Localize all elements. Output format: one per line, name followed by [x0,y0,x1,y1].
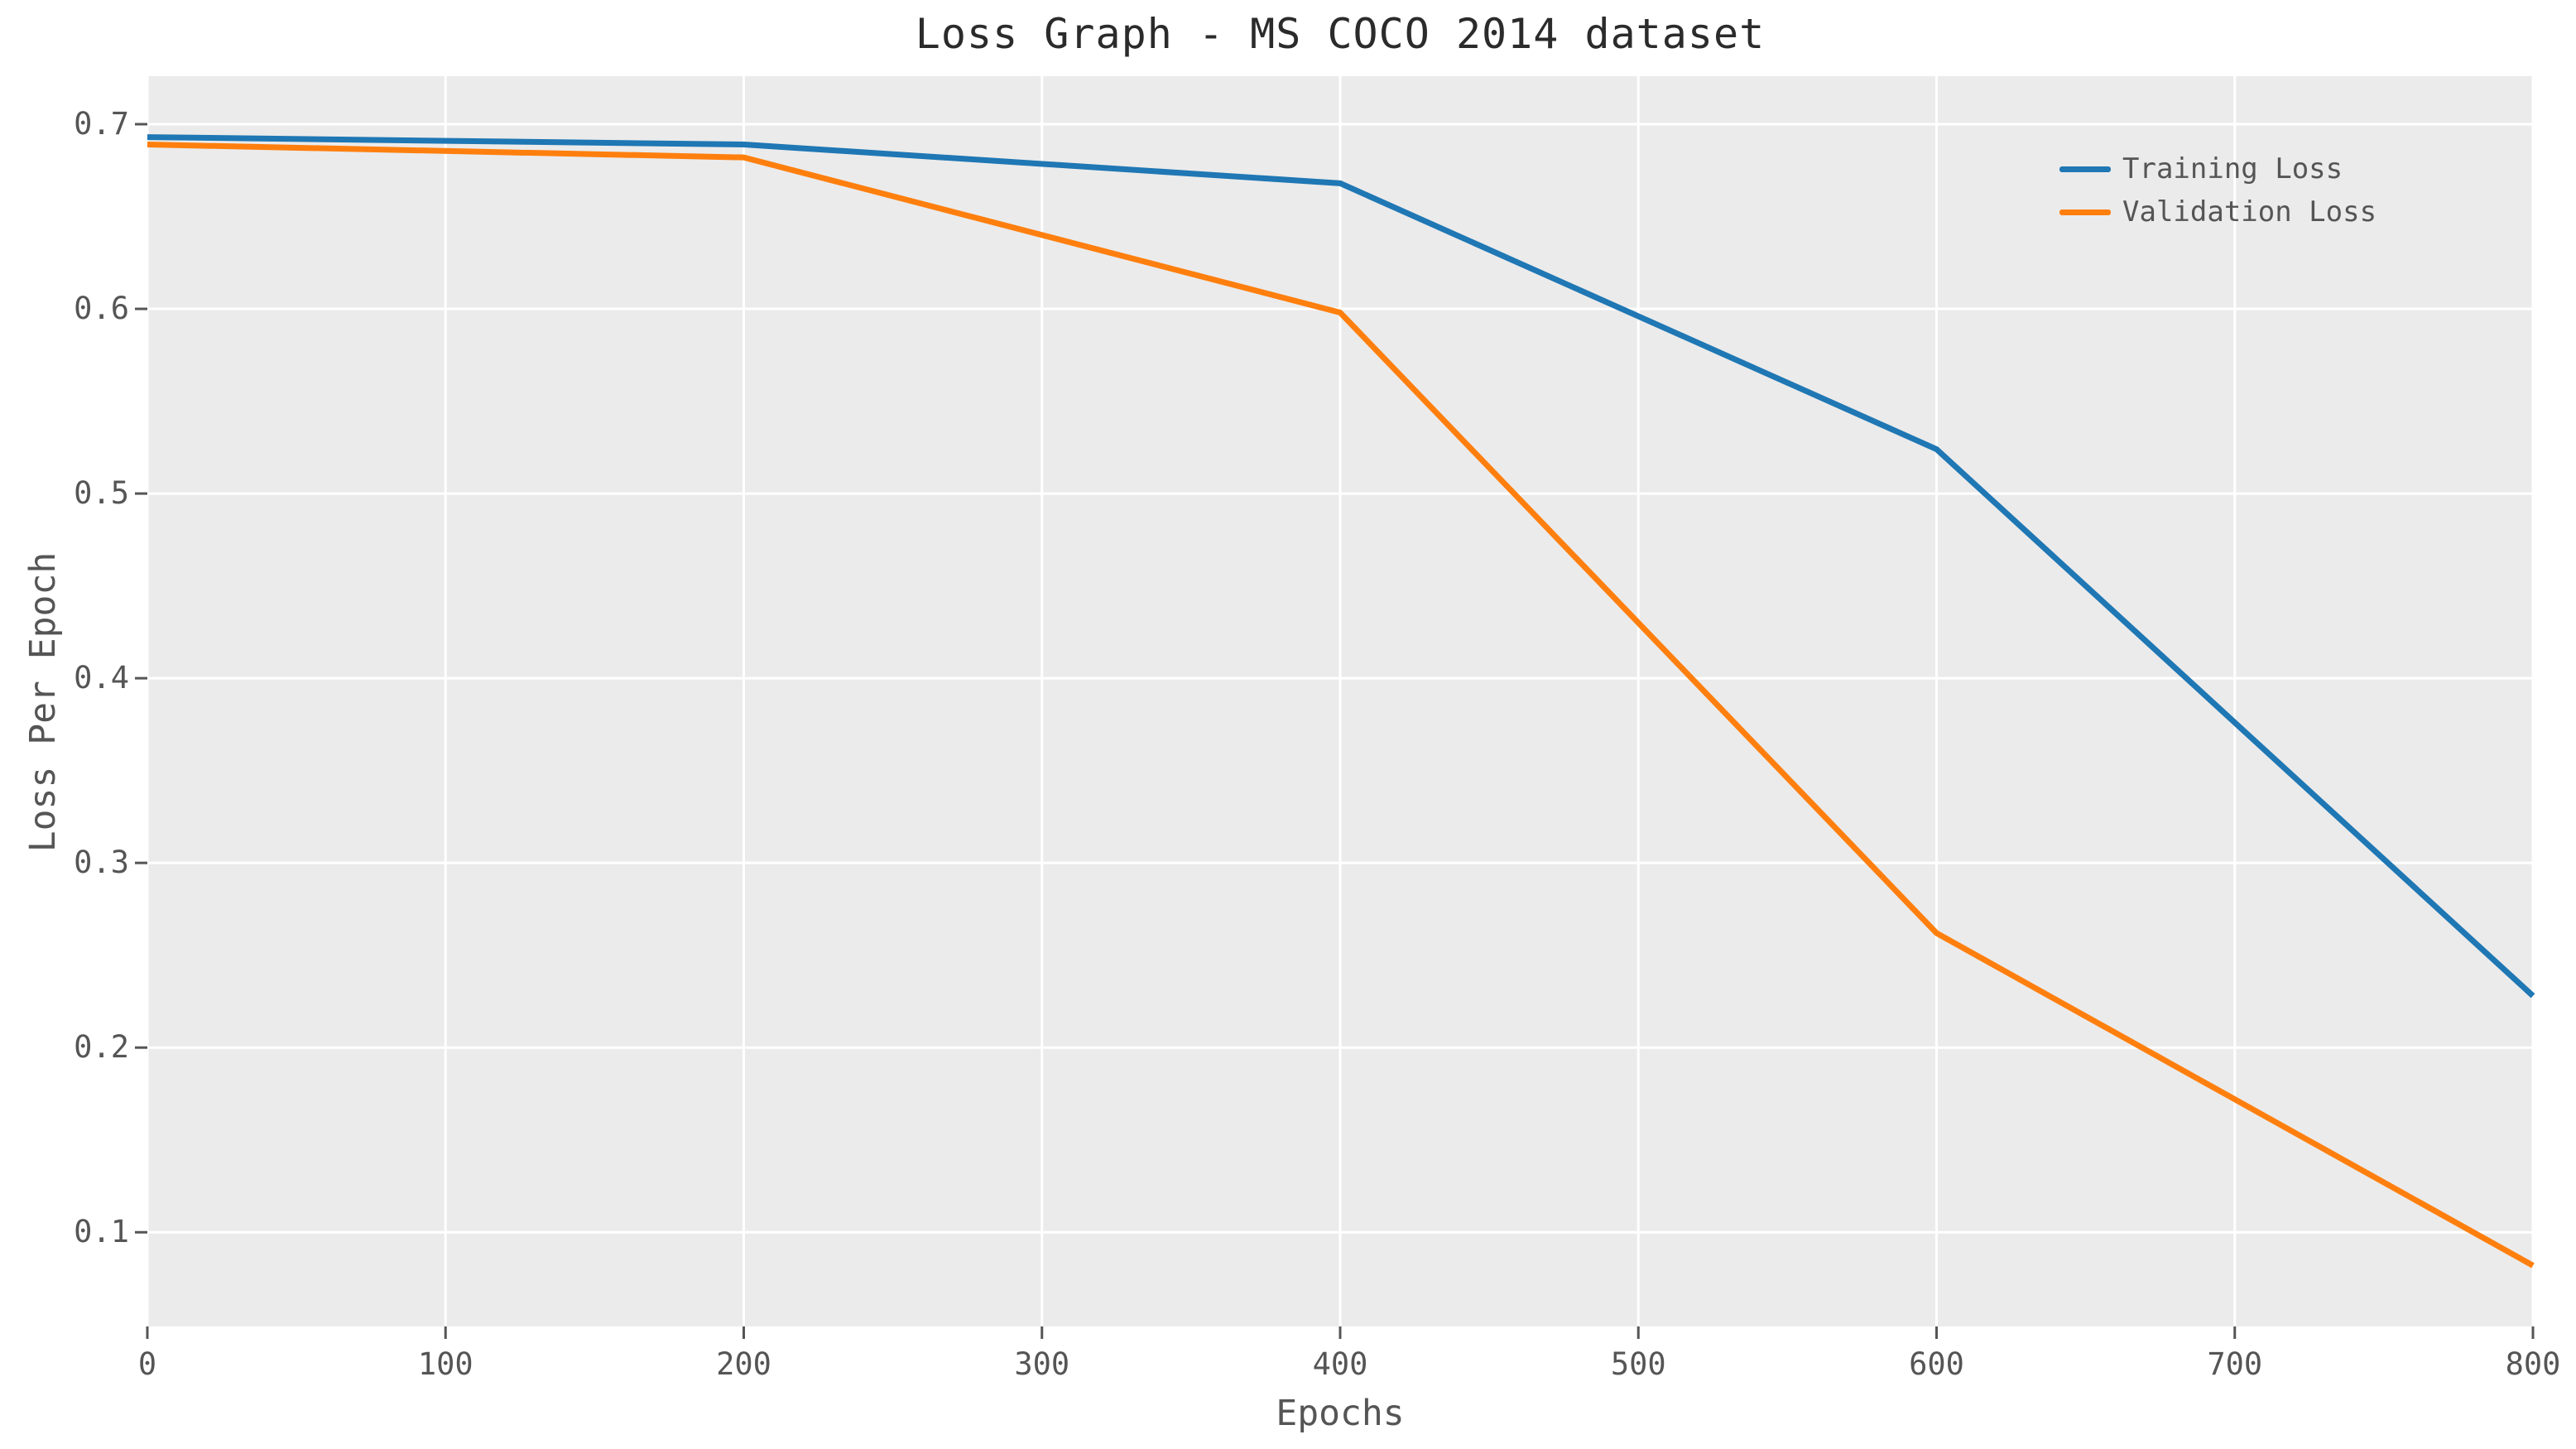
x-tick-label-400: 400 [1312,1346,1368,1382]
y-tick-label-0.5: 0.5 [74,475,129,512]
x-tick-label-100: 100 [417,1346,473,1382]
x-tick-label-0: 0 [137,1346,157,1382]
legend-label-training-loss: Training Loss [2122,152,2343,185]
x-tick-label-600: 600 [1909,1346,1964,1382]
validation-loss-line [147,142,2535,1268]
x-tick-label-200: 200 [716,1346,771,1382]
y-tick-label-0.7: 0.7 [74,105,129,142]
x-tick-label-300: 300 [1014,1346,1070,1382]
y-tick-label-0.6: 0.6 [74,291,129,327]
y-axis-label: Loss Per Epoch [22,551,64,853]
legend-label-validation-loss: Validation Loss [2122,195,2377,229]
training-loss-line-swatch [2059,166,2111,172]
chart-title: Loss Graph - MS COCO 2014 dataset [915,10,1766,58]
training-loss-line [147,134,2535,999]
y-tick-label-0.2: 0.2 [74,1029,129,1066]
x-tick-label-700: 700 [2207,1346,2263,1382]
y-tick-label-0.1: 0.1 [74,1214,129,1250]
legend-item-training-loss: Training Loss [2059,147,2377,190]
legend: Training Loss Validation Loss [2059,147,2377,233]
y-tick-label-0.4: 0.4 [74,660,129,696]
legend-item-validation-loss: Validation Loss [2059,190,2377,233]
x-tick-label-800: 800 [2505,1346,2561,1382]
validation-loss-line-swatch [2059,209,2111,215]
y-tick-label-0.3: 0.3 [74,845,129,881]
x-tick-label-500: 500 [1610,1346,1666,1382]
x-axis-label: Epochs [1276,1393,1405,1434]
